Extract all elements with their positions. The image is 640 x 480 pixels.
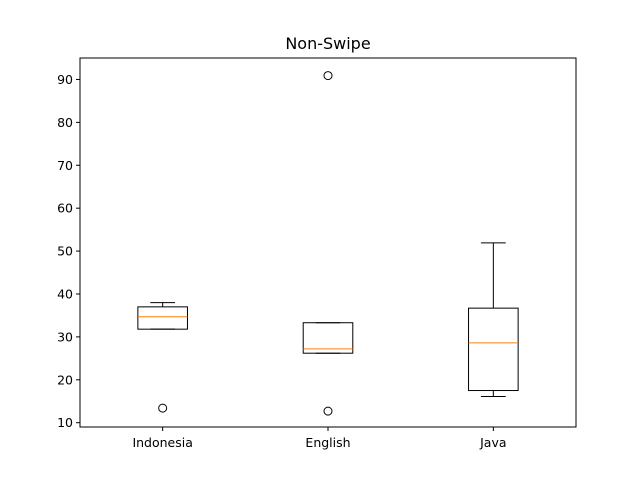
y-axis: 10 20 30 40 50 60 70 80 90 [57, 72, 80, 430]
box-body [137, 306, 188, 330]
chart-title: Non-Swipe [285, 34, 370, 53]
box-body [468, 307, 519, 392]
box-indonesia [137, 302, 188, 413]
y-tick-label: 10 [57, 415, 73, 430]
x-tick-label: English [305, 435, 350, 450]
y-tick-label: 80 [57, 115, 73, 130]
outlier-point [323, 406, 333, 416]
outlier-point [158, 403, 168, 413]
y-tick-label: 70 [57, 158, 73, 173]
boxes [137, 71, 519, 416]
x-tick-label: Java [479, 435, 506, 450]
x-tick-label: Indonesia [132, 435, 192, 450]
y-tick-label: 40 [57, 286, 73, 301]
box-java [468, 242, 519, 398]
x-axis: Indonesia English Java [132, 427, 507, 450]
outlier-point [323, 71, 333, 81]
y-tick-label: 20 [57, 372, 73, 387]
y-tick-label: 30 [57, 329, 73, 344]
y-tick-label: 60 [57, 201, 73, 216]
box-english [302, 71, 354, 416]
y-tick-label: 50 [57, 244, 73, 259]
box-body [302, 322, 354, 354]
y-tick-label: 90 [57, 72, 73, 87]
